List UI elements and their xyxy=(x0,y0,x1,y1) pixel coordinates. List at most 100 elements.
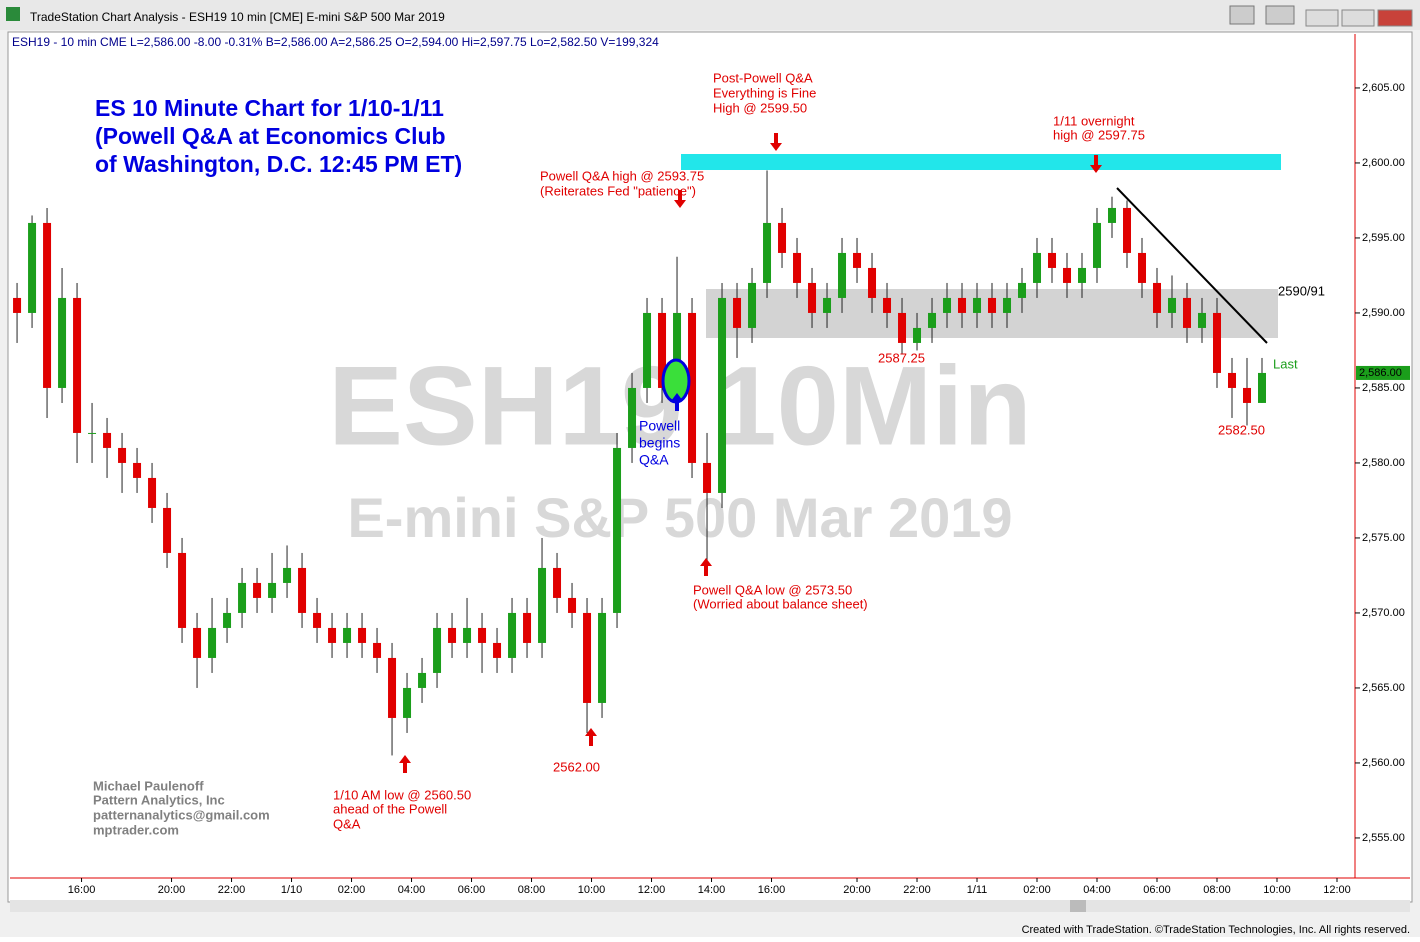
x-tick-label: 06:00 xyxy=(458,884,486,896)
candle-body xyxy=(868,267,877,298)
annotation: 2587.25 xyxy=(878,350,925,365)
candle-body xyxy=(613,447,622,613)
annotation: (Reiterates Fed "patience") xyxy=(540,183,696,198)
candle-body xyxy=(718,297,727,493)
candle-body xyxy=(103,432,112,448)
x-tick-label: 02:00 xyxy=(1023,884,1051,896)
close-button[interactable] xyxy=(1377,9,1413,27)
annotation: Powell Q&A high @ 2593.75 xyxy=(540,168,704,183)
annotation: (Worried about balance sheet) xyxy=(693,596,868,611)
candle-body xyxy=(1138,252,1147,283)
annotation: ahead of the Powell xyxy=(333,801,447,816)
x-tick-label: 04:00 xyxy=(398,884,426,896)
scrollbar[interactable] xyxy=(10,900,1410,912)
candle-body xyxy=(1228,372,1237,388)
scroll-thumb[interactable] xyxy=(1070,900,1086,912)
candle-body xyxy=(238,582,247,613)
candle-body xyxy=(748,282,757,328)
candle-body xyxy=(358,627,367,643)
annotation: 2582.50 xyxy=(1218,422,1265,437)
annotation: 1/10 AM low @ 2560.50 xyxy=(333,787,471,802)
candle-body xyxy=(58,297,67,388)
y-tick-label: 2,565.00 xyxy=(1362,682,1405,694)
annotation: Q&A xyxy=(639,452,669,468)
annotation: begins xyxy=(639,435,680,451)
candle-body xyxy=(823,297,832,313)
annotation: Q&A xyxy=(333,816,361,831)
minimize-button[interactable] xyxy=(1305,9,1339,27)
annotation: Post-Powell Q&A xyxy=(713,70,813,85)
candle-body xyxy=(373,642,382,658)
candle-body xyxy=(253,582,262,598)
candle-body xyxy=(1258,372,1267,403)
blue-arrow xyxy=(671,393,683,411)
x-tick-label: 02:00 xyxy=(338,884,366,896)
candle-body xyxy=(73,297,82,433)
candle-body xyxy=(508,612,517,658)
candle-body xyxy=(13,297,22,313)
candle-body xyxy=(958,297,967,313)
candle-body xyxy=(343,627,352,643)
x-tick-label: 08:00 xyxy=(518,884,546,896)
candle-body xyxy=(1123,207,1132,253)
arrows xyxy=(399,133,1102,773)
candle-body xyxy=(433,627,442,673)
last-price-label: 2,586.00 xyxy=(1359,367,1402,379)
y-tick-label: 2,590.00 xyxy=(1362,307,1405,319)
candle-body xyxy=(838,252,847,298)
candle-body xyxy=(1183,297,1192,328)
x-tick-label: 16:00 xyxy=(758,884,786,896)
candle-body xyxy=(643,312,652,388)
y-tick-label: 2,600.00 xyxy=(1362,157,1405,169)
annotation: ES 10 Minute Chart for 1/10-1/11 xyxy=(95,95,444,121)
candle-body xyxy=(583,612,592,703)
candle-body xyxy=(943,297,952,313)
x-tick-label: 10:00 xyxy=(1263,884,1291,896)
y-tick-label: 2,575.00 xyxy=(1362,532,1405,544)
candle-body xyxy=(403,687,412,718)
last-label: Last xyxy=(1273,356,1298,371)
y-tick-label: 2,555.00 xyxy=(1362,832,1405,844)
candle-body xyxy=(418,672,427,688)
candle-body xyxy=(973,297,982,313)
candle-body xyxy=(898,312,907,343)
candle-body xyxy=(658,312,667,388)
candle-body xyxy=(1198,312,1207,328)
x-tick-label: 14:00 xyxy=(698,884,726,896)
candle-body xyxy=(538,567,547,643)
candle-body xyxy=(148,477,157,508)
symbol-button[interactable] xyxy=(1229,5,1255,25)
x-tick-label: 12:00 xyxy=(638,884,666,896)
x-tick-label: 10:00 xyxy=(578,884,606,896)
candle-body xyxy=(1213,312,1222,373)
annotation: Everything is Fine xyxy=(713,85,816,100)
candle-body xyxy=(178,552,187,628)
candle-body xyxy=(463,627,472,643)
y-tick-label: 2,595.00 xyxy=(1362,232,1405,244)
annotation: high @ 2597.75 xyxy=(1053,127,1145,142)
y-tick-label: 2,570.00 xyxy=(1362,607,1405,619)
y-tick-label: 2,585.00 xyxy=(1362,382,1405,394)
candle-body xyxy=(598,612,607,703)
author: Michael Paulenoff xyxy=(93,778,204,793)
candle-body xyxy=(133,462,142,478)
candle-body xyxy=(1048,252,1057,268)
resistance-zone xyxy=(681,154,1281,170)
annotation: (Powell Q&A at Economics Club xyxy=(95,123,446,149)
annotation: Powell Q&A low @ 2573.50 xyxy=(693,582,852,597)
candle-body xyxy=(688,312,697,463)
candle-body xyxy=(1078,267,1087,283)
candle-body xyxy=(28,222,37,313)
x-tick-label: 12:00 xyxy=(1323,884,1351,896)
style-button[interactable] xyxy=(1265,5,1295,25)
window-title: TradeStation Chart Analysis - ESH19 10 m… xyxy=(30,10,445,24)
watermark-name: E-mini S&P 500 Mar 2019 xyxy=(347,486,1012,549)
candle-body xyxy=(928,312,937,328)
trend-line xyxy=(1116,187,1268,344)
candle-body xyxy=(778,222,787,253)
maximize-button[interactable] xyxy=(1341,9,1375,27)
candle-body xyxy=(763,222,772,283)
author: Pattern Analytics, Inc xyxy=(93,792,225,807)
candle-body xyxy=(298,567,307,613)
